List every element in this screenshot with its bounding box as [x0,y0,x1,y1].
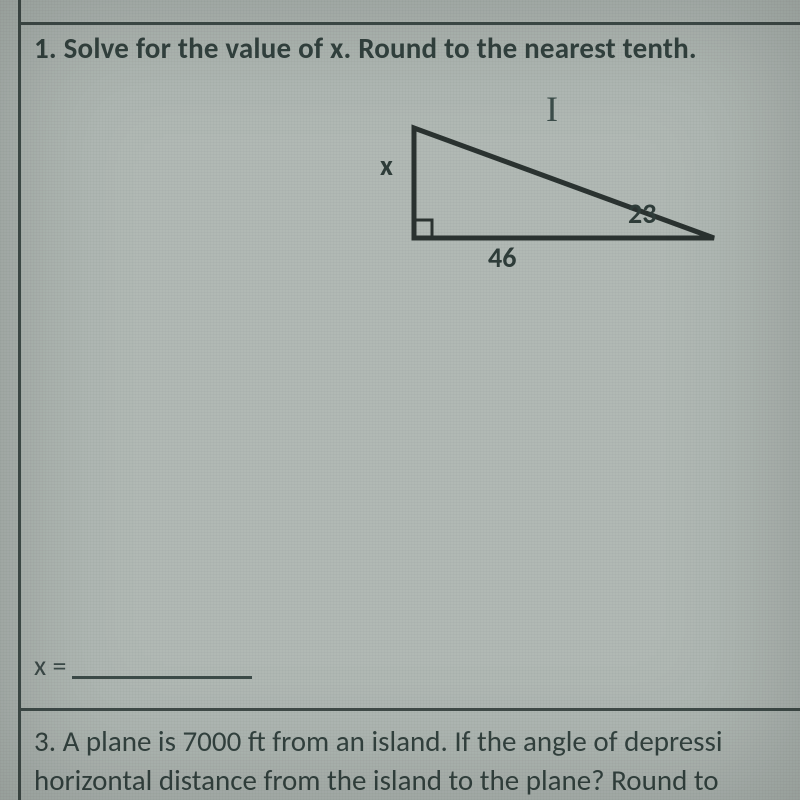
triangle-label-base-46: 46 [488,240,516,275]
triangle-svg [404,110,734,260]
question-3-number: 3. [34,723,56,759]
question-1-text: Solve for the value of x. Round to the n… [64,30,697,66]
triangle-label-x: x [380,148,393,183]
question-3-line1: A plane is 7000 ft from an island. If th… [63,723,723,759]
answer-label: x = [34,648,66,683]
answer-blank-line [72,676,252,679]
cell-border-top [18,22,800,25]
triangle-diagram [404,110,734,260]
answer-blank-row: x = [34,648,252,683]
question-3-partial: 3. A plane is 7000 ft from an island. If… [34,722,800,800]
cell-border-bottom [18,708,800,711]
question-3-line2: horizontal distance from the island to t… [34,762,719,798]
question-1-prompt: 1. Solve for the value of x. Round to th… [34,30,697,66]
question-1-number: 1. [34,30,57,66]
cell-border-left [18,0,21,800]
triangle-label-angle-23: 23 [628,196,656,231]
worksheet-screen: 1. Solve for the value of x. Round to th… [0,0,800,800]
